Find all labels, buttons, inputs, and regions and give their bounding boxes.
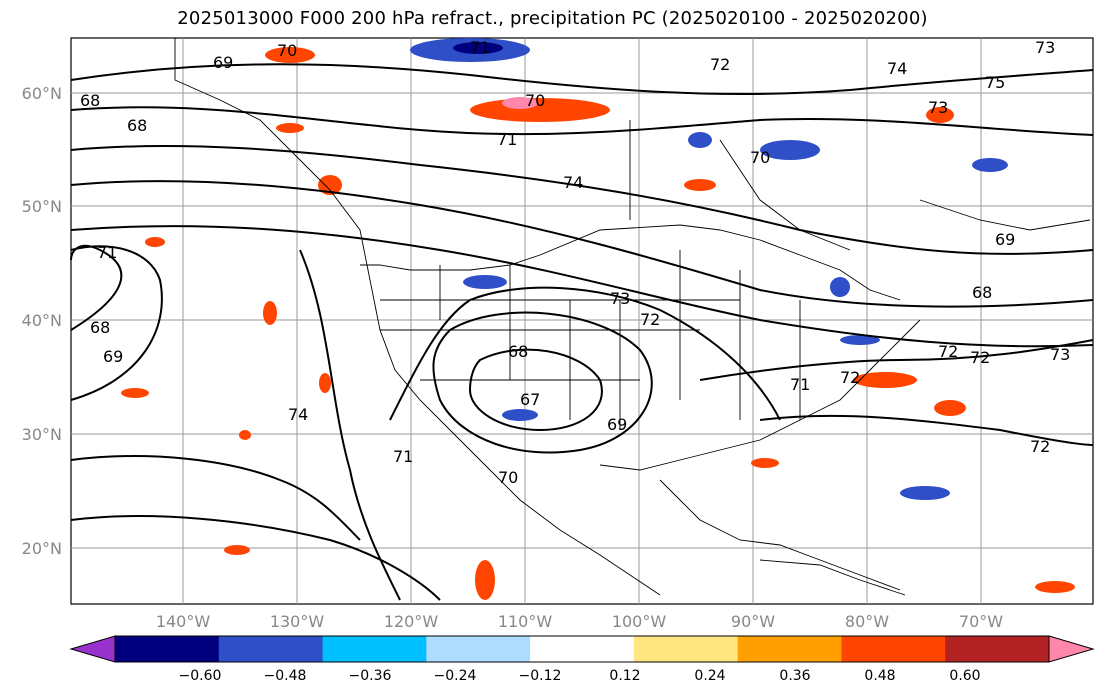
- lat-label: 20°N: [21, 539, 62, 558]
- colorbar-tick: 0.12: [609, 668, 641, 684]
- colorbar-tick: −0.12: [518, 668, 562, 684]
- contour-label: 72: [970, 348, 990, 367]
- colorbar-segment: [218, 636, 324, 662]
- colorbar-tick: 0.36: [779, 668, 811, 684]
- contour-label: 71: [470, 38, 490, 57]
- contour-label: 69: [103, 347, 123, 366]
- precip-shading: [121, 38, 1075, 600]
- map-title: 2025013000 F000 200 hPa refract., precip…: [177, 8, 928, 29]
- contour-label: 71: [393, 447, 413, 466]
- contour-label: 69: [995, 230, 1015, 249]
- contour-label: 68: [127, 116, 147, 135]
- contour-label: 68: [90, 318, 110, 337]
- contour-label: 68: [508, 342, 528, 361]
- lon-label: 120°W: [383, 612, 439, 631]
- contour-label: 72: [710, 55, 730, 74]
- contour-label: 71: [497, 130, 517, 149]
- contour-label: 74: [288, 405, 308, 424]
- colorbar-tick: 0.60: [949, 668, 981, 684]
- colorbar-segment: [115, 636, 220, 662]
- contour-label: 72: [1030, 437, 1050, 456]
- contour-label: 71: [790, 375, 810, 394]
- contour-label: 68: [80, 91, 100, 110]
- contour-label: 73: [610, 289, 630, 308]
- contour-label: 72: [938, 342, 958, 361]
- contour-label: 75: [985, 73, 1005, 92]
- contour-label: 72: [840, 368, 860, 387]
- lat-label: 50°N: [21, 197, 62, 216]
- colorbar-segment: [737, 636, 842, 662]
- contour-label: 73: [928, 98, 948, 117]
- lat-label: 40°N: [21, 311, 62, 330]
- colorbar-tick: −0.24: [433, 668, 477, 684]
- colorbar-segment: [633, 636, 739, 662]
- lon-label: 140°W: [155, 612, 211, 631]
- colorbar-segment: [841, 636, 946, 662]
- colorbar-tick: 0.48: [864, 668, 896, 684]
- lat-label: 30°N: [21, 425, 62, 444]
- contour-label: 67: [520, 390, 540, 409]
- lon-label: 130°W: [269, 612, 325, 631]
- colorbar-frame: [114, 635, 1050, 663]
- contour-label: 68: [972, 283, 992, 302]
- contour-label: 74: [887, 59, 907, 78]
- contour-label: 73: [1035, 38, 1055, 57]
- colorbar-segment: [530, 636, 635, 662]
- colorbar-extend-low: [69, 635, 116, 663]
- lon-label: 100°W: [611, 612, 667, 631]
- lon-label: 110°W: [497, 612, 553, 631]
- colorbar-segment: [322, 636, 427, 662]
- colorbar: [69, 635, 1095, 663]
- contour-label: 70: [525, 91, 545, 110]
- contour-labels: 70 69 68 71 72 74 73 75 73 70 74 69 71 7…: [80, 38, 1070, 487]
- lat-label: 60°N: [21, 84, 62, 103]
- refractivity-contours: [70, 63, 1094, 601]
- colorbar-tick: −0.36: [348, 668, 392, 684]
- contour-label: 72: [640, 310, 660, 329]
- contour-label: 69: [607, 415, 627, 434]
- contour-label: 69: [213, 53, 233, 72]
- contour-label: 71: [97, 243, 117, 262]
- coastlines: [174, 38, 1091, 596]
- colorbar-tick: 0.24: [694, 668, 726, 684]
- colorbar-tick: −0.48: [263, 668, 307, 684]
- colorbar-segment: [945, 636, 1050, 662]
- contour-label: 73: [1050, 345, 1070, 364]
- contour-label: 70: [277, 41, 297, 60]
- lon-label: 80°W: [844, 612, 890, 631]
- contour-label: 74: [563, 173, 583, 192]
- colorbar-extend-high: [1048, 635, 1095, 663]
- colorbar-tick: −0.60: [178, 668, 222, 684]
- contour-label: 70: [498, 468, 518, 487]
- lon-label: 90°W: [730, 612, 776, 631]
- contour-label: 70: [750, 148, 770, 167]
- lon-label: 70°W: [958, 612, 1004, 631]
- map-frame: [70, 37, 1094, 605]
- colorbar-segment: [426, 636, 531, 662]
